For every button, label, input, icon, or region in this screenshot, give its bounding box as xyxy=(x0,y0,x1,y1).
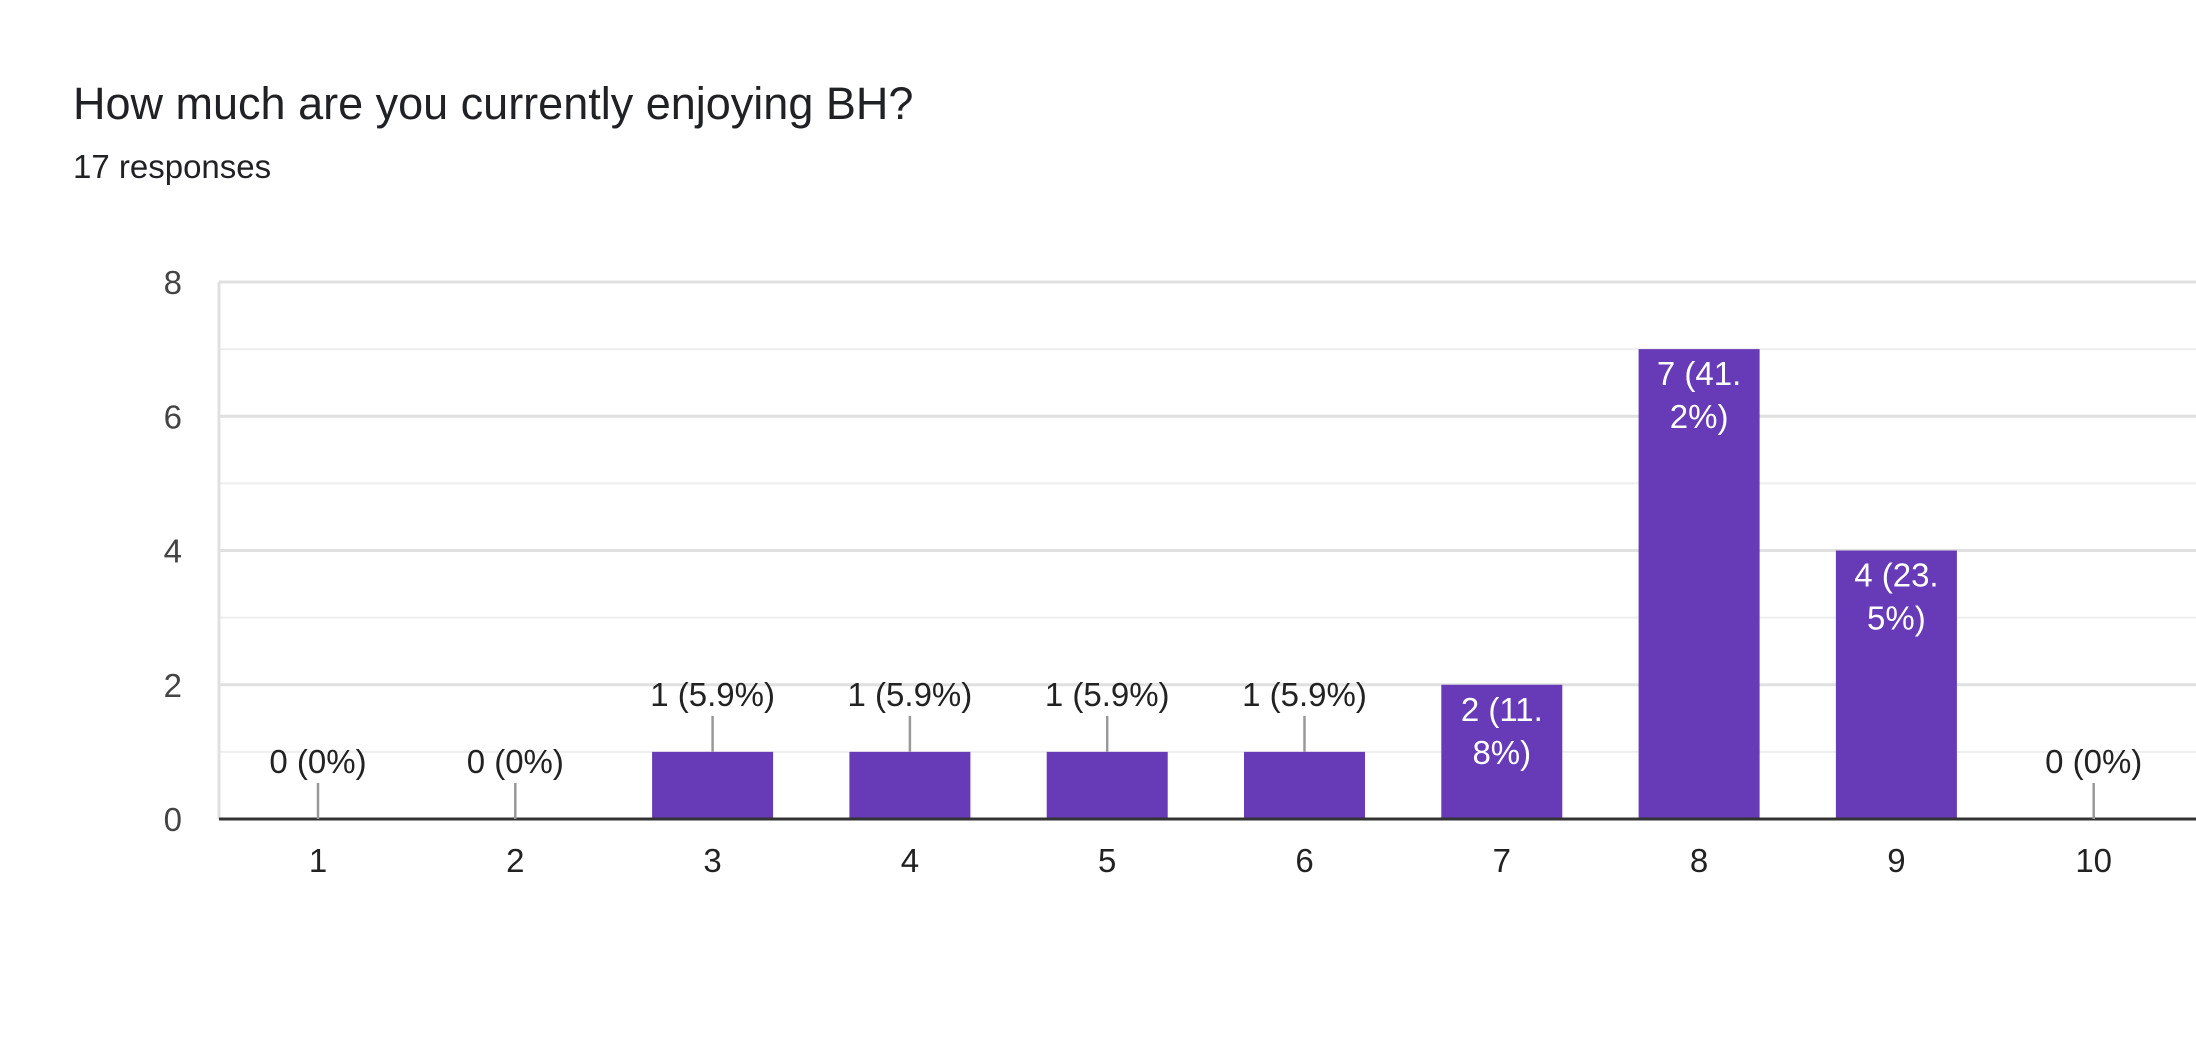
x-tick-label: 5 xyxy=(1098,842,1116,879)
bar xyxy=(849,751,971,819)
data-label: 0 (0%) xyxy=(2045,743,2142,780)
data-label: 1 (5.9%) xyxy=(650,676,775,713)
gridlines xyxy=(217,280,2196,819)
x-axis-ticks: 1 2 3 4 5 6 7 8 9 10 xyxy=(309,842,2112,879)
x-tick-label: 1 xyxy=(309,842,327,879)
data-labels: 0 (0%) 0 (0%) 1 (5.9%) 1 (5.9%) 1 (5.9%) 1 (5… xyxy=(269,355,2142,819)
data-label: 7 (41. 2%) xyxy=(1657,355,1741,435)
y-tick-label: 0 xyxy=(164,801,182,838)
y-tick-label: 2 xyxy=(164,667,182,704)
bar xyxy=(1244,751,1365,819)
y-tick-label: 8 xyxy=(164,264,182,301)
data-label: 2 (11. 8%) xyxy=(1461,691,1543,771)
data-label: 1 (5.9%) xyxy=(1045,676,1170,713)
bar xyxy=(1441,684,1563,819)
x-tick-label: 8 xyxy=(1690,842,1708,879)
x-tick-label: 2 xyxy=(506,842,524,879)
bar xyxy=(652,751,774,819)
x-tick-label: 9 xyxy=(1887,842,1905,879)
x-tick-label: 3 xyxy=(703,842,721,879)
y-axis-ticks: 0 2 4 6 8 xyxy=(164,264,182,838)
bar xyxy=(1638,349,1760,819)
x-tick-label: 10 xyxy=(2075,842,2112,879)
x-tick-label: 7 xyxy=(1493,842,1511,879)
bars xyxy=(652,349,1957,819)
bar xyxy=(1046,751,1168,819)
data-label: 0 (0%) xyxy=(467,743,564,780)
data-label: 1 (5.9%) xyxy=(1242,676,1367,713)
bar xyxy=(1835,550,1957,819)
data-label: 0 (0%) xyxy=(269,743,366,780)
data-label: 1 (5.9%) xyxy=(848,676,973,713)
response-count: 17 responses xyxy=(73,148,272,185)
chart-title: How much are you currently enjoying BH? xyxy=(73,78,914,129)
data-label: 4 (23. 5%) xyxy=(1854,557,1938,637)
y-tick-label: 4 xyxy=(164,533,182,570)
x-tick-label: 4 xyxy=(901,842,919,879)
y-tick-label: 6 xyxy=(164,398,182,435)
x-tick-label: 6 xyxy=(1295,842,1313,879)
